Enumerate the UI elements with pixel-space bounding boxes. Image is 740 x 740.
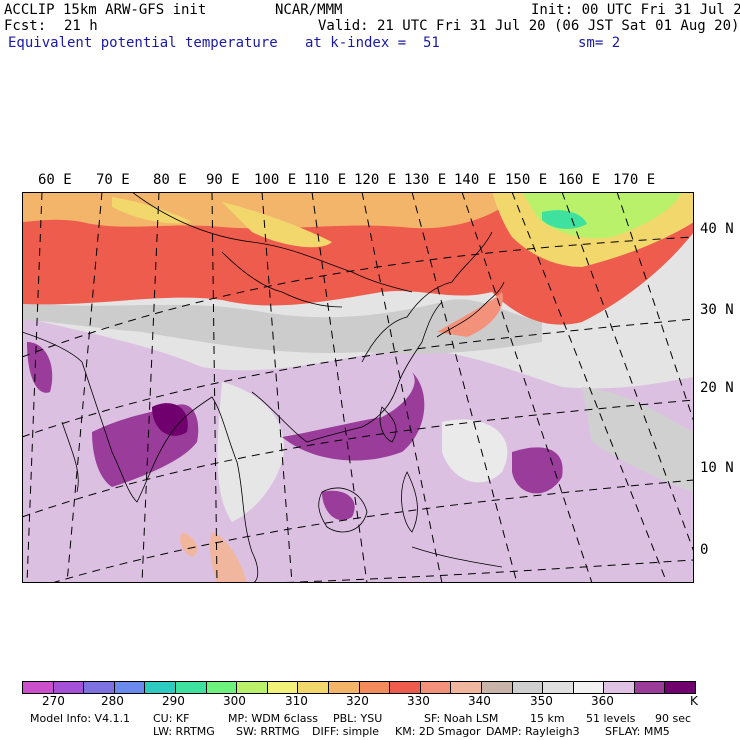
- colorbar-swatch: [53, 682, 85, 693]
- forecast-hours: 21 h: [64, 18, 98, 34]
- colorbar-label: 320: [346, 694, 369, 708]
- colorbar-swatch: [481, 682, 513, 693]
- lat-label: 30 N: [700, 302, 734, 318]
- colorbar-swatch: [114, 682, 146, 693]
- colorbar-swatch: [451, 682, 482, 693]
- colorbar-label: 280: [101, 694, 124, 708]
- cumulus-scheme: CU: KF: [153, 712, 190, 725]
- microphysics-scheme: MP: WDM 6class: [228, 712, 318, 725]
- indochina-patch: [217, 382, 284, 522]
- ocean-tan: [180, 532, 198, 557]
- surface-layer-scheme: SFLAY: MM5: [605, 725, 670, 738]
- pbl-scheme: PBL: YSU: [333, 712, 383, 725]
- colorbar-swatch: [390, 682, 421, 693]
- longwave-scheme: LW: RRTMG: [153, 725, 215, 738]
- center-label: NCAR/MMM: [275, 2, 343, 18]
- lon-label: 110 E: [304, 172, 347, 188]
- colorbar-label: 290: [162, 694, 185, 708]
- northeast-green-core: [542, 210, 587, 229]
- theta-e-map: [22, 192, 694, 583]
- colorbar-swatch: [512, 682, 544, 693]
- colorbar-swatch: [175, 682, 207, 693]
- colorbar-swatch: [634, 682, 666, 693]
- lon-label: 100 E: [254, 172, 297, 188]
- field-name: Equivalent potential temperature: [8, 35, 278, 51]
- diffusion-option: DIFF: simple: [312, 725, 380, 738]
- colorbar-label: 310: [285, 694, 308, 708]
- bengal-core: [152, 403, 188, 436]
- colorbar-swatch: [84, 682, 115, 693]
- coastlines: [22, 192, 505, 583]
- colorbar-swatch: [145, 682, 176, 693]
- colorbar-swatch: [23, 682, 54, 693]
- colorbar-label: 300: [223, 694, 246, 708]
- km-option: KM: 2D Smagor: [395, 725, 481, 738]
- surface-scheme: SF: Noah LSM: [424, 712, 499, 725]
- colorbar-swatch: [298, 682, 329, 693]
- vertical-levels: 51 levels: [586, 712, 636, 725]
- graticule: [22, 192, 694, 583]
- colorbar-label: 360: [591, 694, 614, 708]
- colorbar-label: 340: [468, 694, 491, 708]
- lon-label: 120 E: [354, 172, 397, 188]
- lat-label: 20 N: [700, 380, 734, 396]
- valid-time: Valid: 21 UTC Fri 31 Jul 20 (06 JST Sat …: [318, 18, 740, 34]
- smoothing-label: sm= 2: [578, 35, 621, 51]
- arabian-max: [27, 342, 53, 393]
- colorbar-unit: K: [690, 694, 698, 708]
- colorbar-swatch: [206, 682, 238, 693]
- colorbar-label: 270: [42, 694, 65, 708]
- lon-label: 160 E: [558, 172, 601, 188]
- level-index: at k-index = 51: [305, 35, 440, 51]
- colorbar-swatch: [328, 682, 360, 693]
- mongolia-yellow: [222, 202, 332, 248]
- lon-label: 150 E: [505, 172, 548, 188]
- colorbar-swatch: [665, 682, 696, 693]
- lat-label: 10 N: [700, 460, 734, 476]
- lon-label: 170 E: [613, 172, 656, 188]
- pacific-patch: [582, 387, 694, 492]
- colorbar-swatch: [237, 682, 268, 693]
- lon-label: 70 E: [96, 172, 130, 188]
- damping-option: DAMP: Rayleigh3: [486, 725, 580, 738]
- forecast-label: Fcst:: [4, 18, 47, 34]
- model-info: Model Info: V4.1.1: [30, 712, 131, 725]
- shortwave-scheme: SW: RRTMG: [236, 725, 300, 738]
- map-frame: [22, 192, 694, 583]
- japan-warm: [437, 292, 503, 337]
- colorbar-swatch: [573, 682, 605, 693]
- colorbar-swatch: [267, 682, 299, 693]
- colorbar-swatch: [543, 682, 574, 693]
- lon-label: 60 E: [38, 172, 72, 188]
- colorbar-label: 330: [407, 694, 430, 708]
- borneo-max: [322, 490, 355, 521]
- lat-label: 40 N: [700, 221, 734, 237]
- colorbar: [22, 681, 696, 694]
- init-time: Init: 00 UTC Fri 31 Jul 20: [531, 2, 740, 18]
- colorbar-swatch: [359, 682, 391, 693]
- sumatra-tan: [209, 532, 247, 583]
- lat-label: 0: [700, 542, 709, 558]
- lon-label: 140 E: [454, 172, 497, 188]
- colorbar-swatch: [604, 682, 635, 693]
- lon-label: 80 E: [153, 172, 187, 188]
- colorbar-label: 350: [530, 694, 553, 708]
- grid-spacing: 15 km: [530, 712, 565, 725]
- lon-label: 130 E: [404, 172, 447, 188]
- model-title: ACCLIP 15km ARW-GFS init: [4, 2, 207, 18]
- ocean-patch: [442, 419, 508, 483]
- time-step: 90 sec: [655, 712, 692, 725]
- continental-grey: [22, 299, 542, 354]
- west-pacific-max: [512, 447, 563, 494]
- lon-label: 90 E: [206, 172, 240, 188]
- colorbar-swatch: [420, 682, 452, 693]
